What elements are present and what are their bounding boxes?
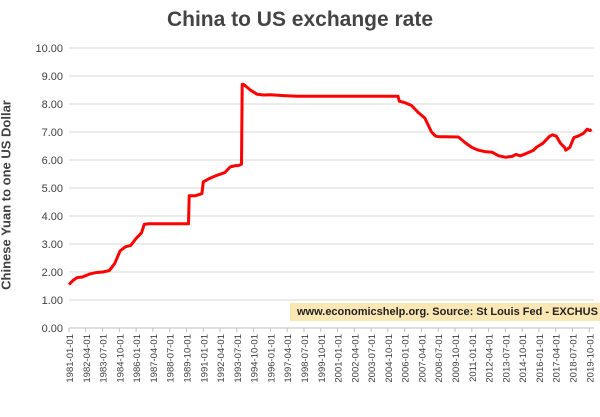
x-tick-label: 2014-10-01 (518, 334, 529, 383)
x-tick-label: 1983-07-01 (99, 334, 110, 383)
x-tick-label: 2003-07-01 (367, 334, 378, 383)
x-tick-label: 2001-01-01 (334, 334, 345, 383)
x-tick-label: 2013-07-01 (501, 334, 512, 383)
x-tick-label: 1987-04-01 (149, 334, 160, 383)
y-tick-label: 10.00 (35, 43, 63, 55)
y-tick-label: 8.00 (42, 99, 63, 111)
x-tick-label: 1992-04-01 (216, 334, 227, 383)
gridlines (69, 47, 594, 301)
exchange-rate-line (67, 82, 593, 286)
x-tick-label: 1982-04-01 (82, 334, 93, 383)
x-tick-label: 1981-01-01 (65, 334, 76, 383)
chart-title: China to US exchange rate (166, 8, 434, 31)
y-tick-label: 3.00 (42, 239, 63, 251)
x-tick-label: 1997-04-01 (283, 334, 294, 383)
x-tick-label: 1998-07-01 (300, 334, 311, 383)
y-tick-label: 7.00 (42, 127, 63, 139)
x-tick-label: 1991-01-01 (199, 334, 210, 383)
x-tick-label: 2006-01-01 (401, 334, 412, 383)
x-tick-label: 1999-10-01 (317, 334, 328, 383)
x-tick-label: 1986-01-01 (132, 334, 143, 383)
x-tick-label: 2019-10-01 (585, 334, 596, 383)
x-tick-label: 2012-04-01 (485, 334, 496, 383)
x-tick-label: 2008-07-01 (434, 334, 445, 383)
y-tick-label: 6.00 (42, 155, 63, 167)
x-tick-label: 2002-04-01 (350, 334, 361, 383)
y-tick-label: 5.00 (42, 183, 63, 195)
x-tick-label: 2017-04-01 (552, 334, 563, 383)
x-tick-label: 1984-10-01 (115, 334, 126, 383)
x-tick-label: 1993-07-01 (233, 334, 244, 383)
y-tick-label: 2.00 (42, 267, 63, 279)
x-tick-label: 2018-07-01 (569, 334, 580, 383)
x-tick-label: 2009-10-01 (451, 334, 462, 383)
x-tick-label: 1996-01-01 (266, 334, 277, 383)
x-tick-label: 1994-10-01 (250, 334, 261, 383)
y-tick-labels: 0.00 1.00 2.00 3.00 4.00 5.00 6.00 7.00 8.00 9.00… (35, 43, 63, 335)
x-tick-label: 2004-10-01 (384, 334, 395, 383)
x-tick-labels: 1981-01-01 1982-04-01 1983-07-01 1984-10-01… (65, 328, 596, 383)
x-tick-label: 1988-07-01 (166, 334, 177, 383)
y-tick-label: 4.00 (42, 211, 63, 223)
source-annotation: www.economicshelp.org. Source: St Louis … (290, 303, 600, 321)
y-tick-label: 9.00 (42, 71, 63, 83)
y-tick-label: 1.00 (42, 295, 63, 307)
y-tick-label: 0.00 (42, 323, 63, 335)
x-tick-label: 2016-01-01 (535, 334, 546, 383)
x-tick-label: 2011-01-01 (468, 334, 479, 382)
x-tick-label: 2007-04-01 (417, 334, 428, 383)
x-tick-label: 1989-10-01 (182, 334, 193, 383)
